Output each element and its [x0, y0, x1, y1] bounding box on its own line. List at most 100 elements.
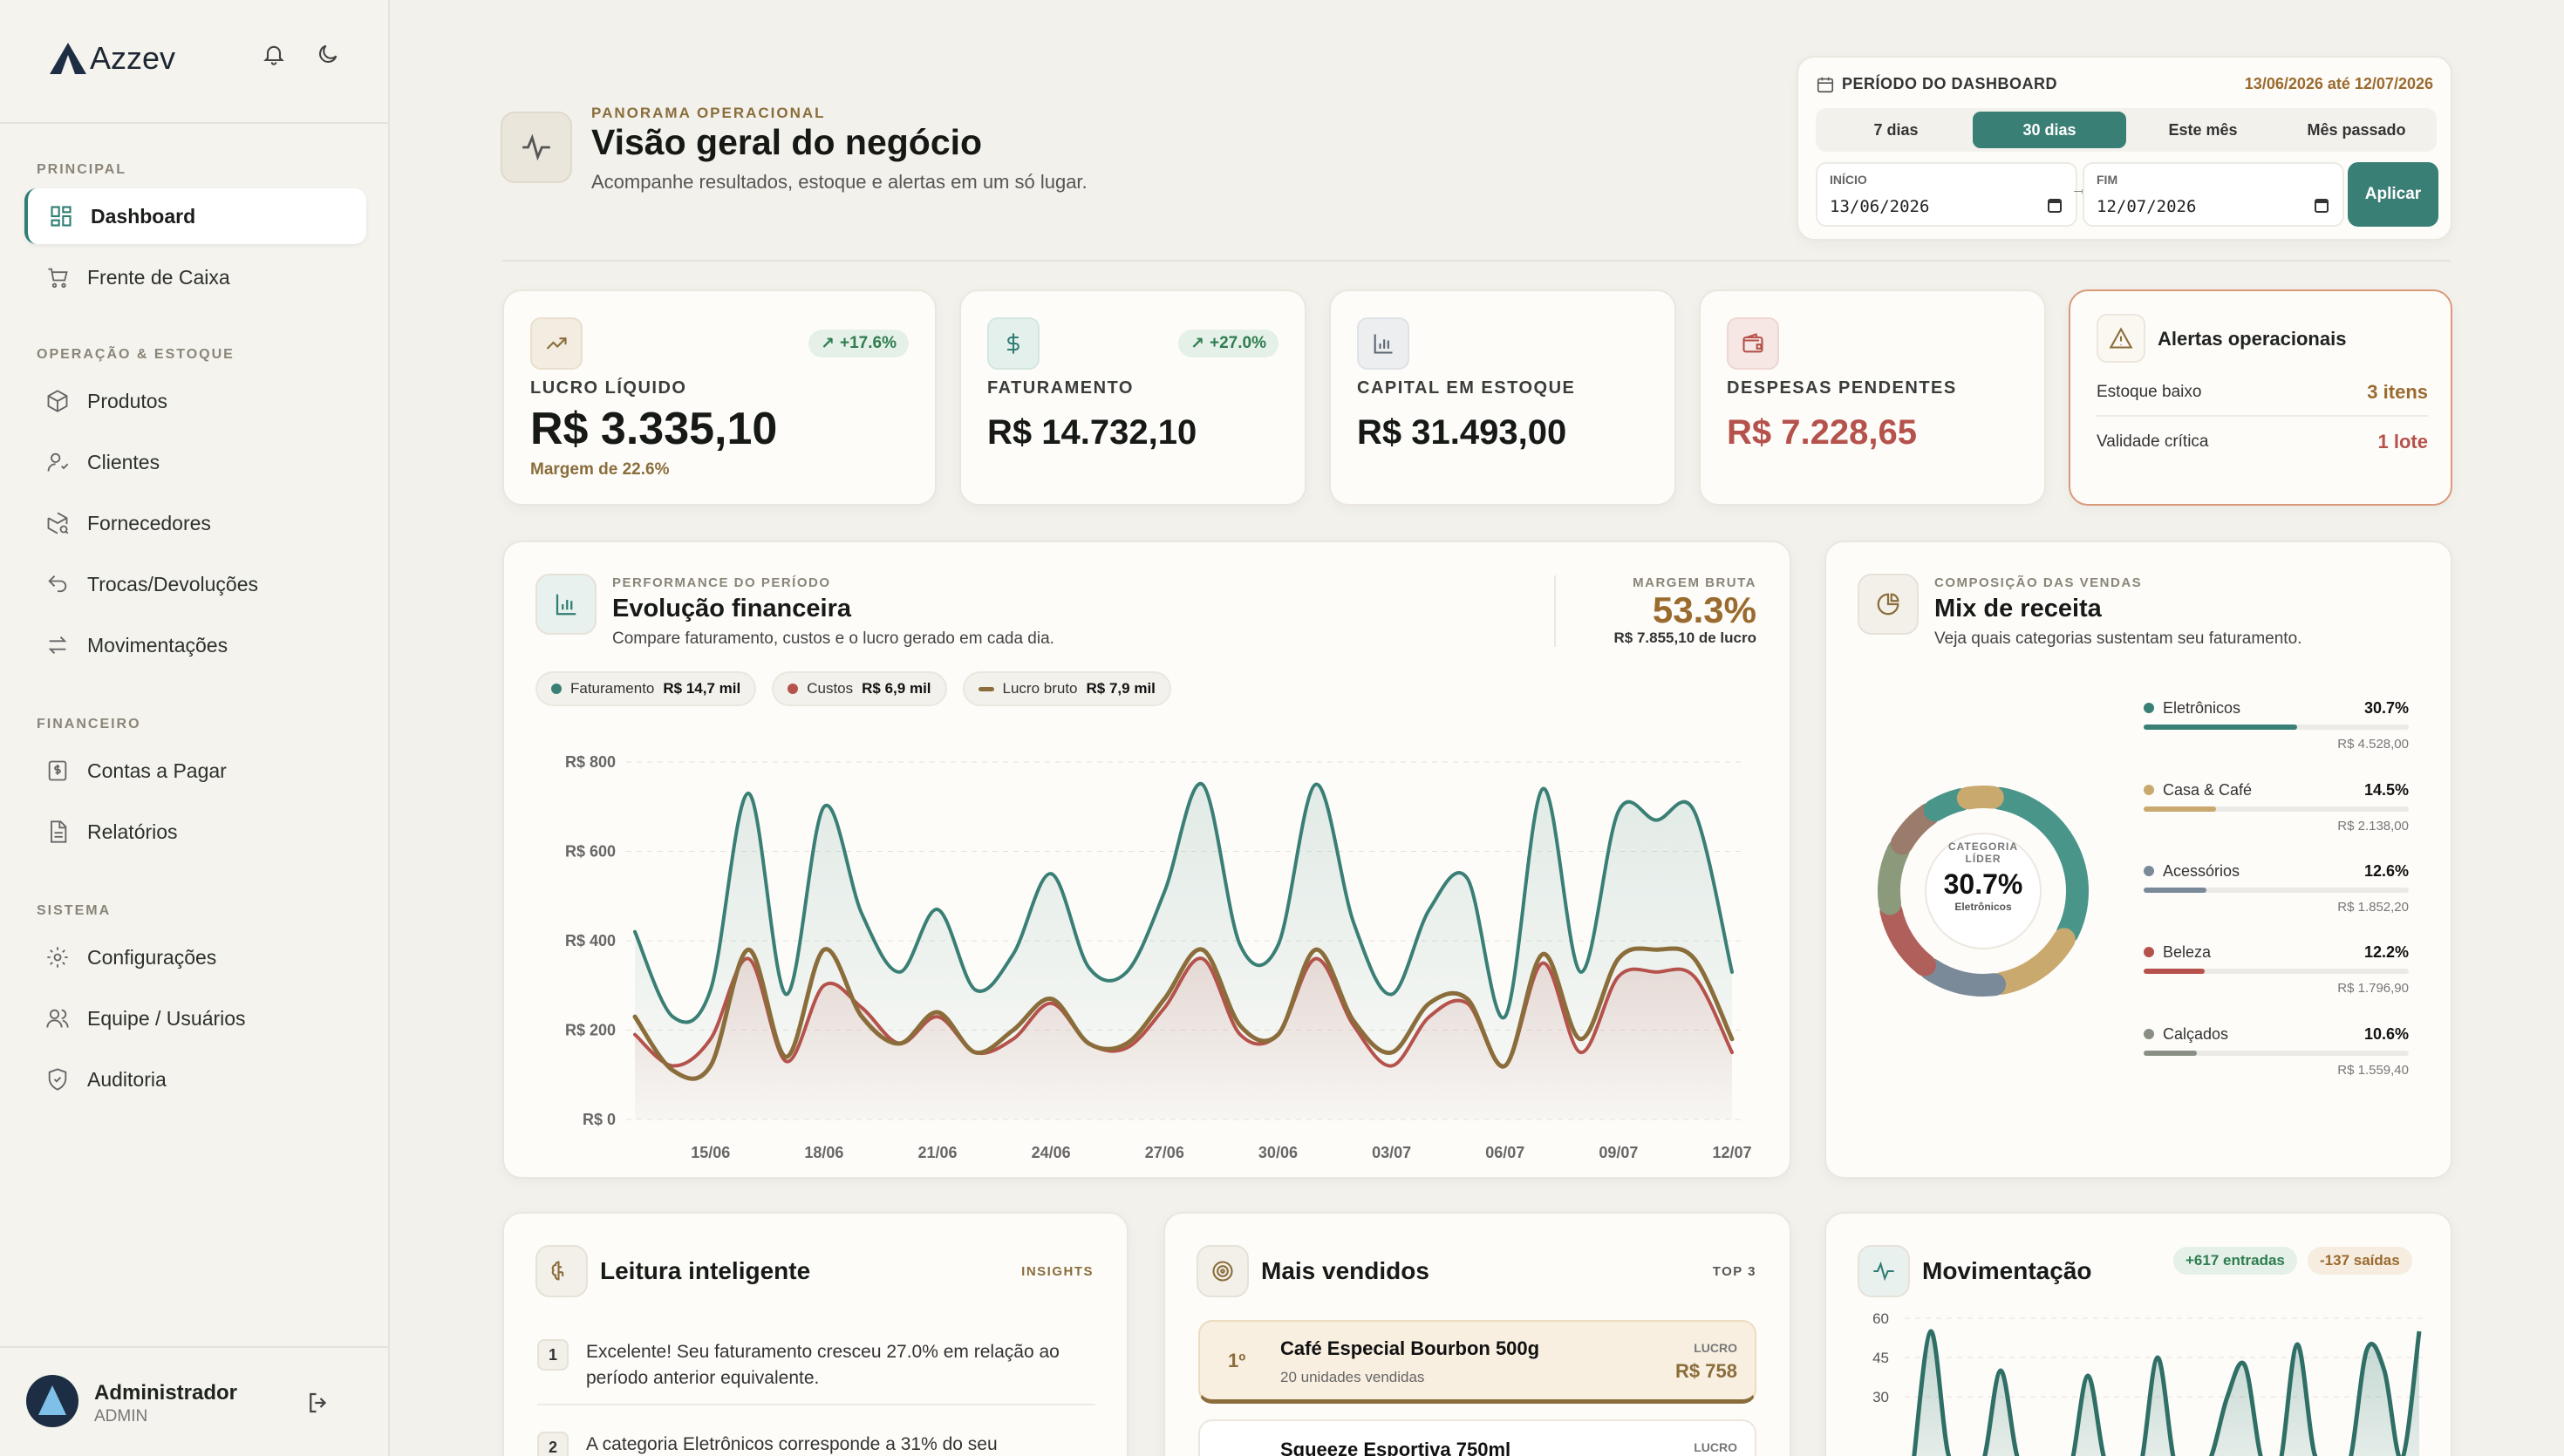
avatar[interactable]	[26, 1375, 78, 1427]
movement-in-badge: +617 entradas	[2173, 1247, 2297, 1275]
perf-subtitle: Compare faturamento, custos e o lucro ge…	[612, 629, 1054, 648]
users-icon	[46, 1009, 69, 1028]
sidebar-item-produtos[interactable]: Produtos	[24, 373, 366, 429]
donut-slice-5	[1890, 802, 1940, 855]
bar-chart-icon	[535, 574, 597, 635]
sidebar-item-auditoria[interactable]: Auditoria	[24, 1051, 366, 1107]
sidebar-item-relatorios[interactable]: Relatórios	[24, 804, 366, 860]
period-option-last-month[interactable]: Mês passado	[2307, 120, 2406, 139]
donut-slice-2	[1919, 957, 2007, 997]
kpi-capital-label: CAPITAL EM ESTOQUE	[1357, 378, 1576, 398]
mix-bar-fill	[2144, 806, 2217, 812]
kpi-lucro-card: ↗ +17.6% LUCRO LÍQUIDO R$ 3.335,10 Margem…	[502, 289, 937, 506]
sidebar-item-equipe[interactable]: Equipe / Usuários	[24, 990, 366, 1046]
best-sellers-tag: TOP 3	[1712, 1264, 1756, 1279]
sidebar-item-fornecedores[interactable]: Fornecedores	[24, 495, 366, 551]
sidebar-item-frente-de-caixa[interactable]: Frente de Caixa	[24, 249, 366, 305]
x-tick-label: 18/06	[804, 1144, 843, 1161]
donut-slice-1	[1990, 928, 2076, 995]
sidebar-item-label: Relatórios	[87, 820, 178, 843]
margin-note: R$ 7.855,10 de lucro	[1613, 629, 1756, 646]
mix-row-acessorios[interactable]: Acessórios 12.6% R$ 1.852,20	[2144, 862, 2409, 915]
sidebar-item-label: Configurações	[87, 945, 217, 969]
sidebar-item-label: Auditoria	[87, 1067, 167, 1091]
perf-eyebrow: PERFORMANCE DO PERÍODO	[612, 575, 831, 590]
x-tick-label: 09/07	[1599, 1144, 1638, 1161]
kpi-faturamento-label: FATURAMENTO	[987, 378, 1134, 398]
calendar-picker-icon[interactable]	[2315, 199, 2329, 213]
movement-title: Movimentação	[1922, 1257, 2092, 1284]
product-row[interactable]: Squeeze Esportiva 750ml LUCRO	[1198, 1419, 1756, 1456]
package-search-icon	[47, 512, 69, 534]
period-option-30d[interactable]: 30 dias	[1973, 112, 2126, 148]
mix-row-beleza[interactable]: Beleza 12.2% R$ 1.796,90	[2144, 943, 2409, 996]
kpi-faturamento-card: ↗ +27.0% FATURAMENTO R$ 14.732,10	[959, 289, 1306, 506]
target-icon	[1197, 1245, 1249, 1297]
activity-icon	[501, 112, 572, 183]
product-units: 20 unidades vendidas	[1280, 1369, 1425, 1385]
trend-up-icon: ↗	[821, 334, 835, 353]
azzev-logo-icon	[50, 43, 86, 74]
period-option-month[interactable]: Este mês	[2168, 120, 2238, 139]
sidebar-item-dashboard[interactable]: Dashboard	[24, 188, 366, 244]
sidebar-item-clientes[interactable]: Clientes	[24, 434, 366, 490]
legend-dot	[551, 684, 562, 694]
best-sellers-title: Mais vendidos	[1261, 1257, 1429, 1284]
donut-slice-4	[1878, 838, 1910, 915]
alert-row-estoque[interactable]: Estoque baixo 3 itens	[2097, 370, 2428, 417]
bell-icon[interactable]	[262, 42, 286, 66]
mix-bar	[2144, 806, 2409, 812]
alerts-title: Alertas operacionais	[2158, 328, 2347, 350]
legend-custos[interactable]: Custos R$ 6,9 mil	[772, 671, 947, 706]
y-tick-label: R$ 800	[565, 753, 616, 771]
sidebar-item-contas-a-pagar[interactable]: Contas a Pagar	[24, 743, 366, 799]
kpi-capital-value: R$ 31.493,00	[1357, 413, 1567, 452]
mix-eyebrow: COMPOSIÇÃO DAS VENDAS	[1934, 575, 2143, 590]
donut-slice-6	[1923, 788, 1973, 822]
chart-legend: Faturamento R$ 14,7 mil Custos R$ 6,9 mil …	[535, 671, 1171, 706]
performance-card: PERFORMANCE DO PERÍODO Evolução financei…	[502, 541, 1791, 1179]
kpi-lucro-value: R$ 3.335,10	[530, 404, 778, 454]
mix-bar	[2144, 725, 2409, 730]
product-rank: 1º	[1228, 1350, 1246, 1371]
start-date-label: INÍCIO	[1830, 173, 1867, 187]
mix-bar-fill	[2144, 888, 2207, 893]
period-option-7d[interactable]: 7 dias	[1873, 120, 1919, 139]
y-tick-label: 45	[1872, 1350, 1889, 1366]
mix-bar-fill	[2144, 969, 2206, 974]
section-title-operacao: OPERAÇÃO & ESTOQUE	[37, 347, 235, 362]
sidebar-item-configuracoes[interactable]: Configurações	[24, 929, 366, 985]
end-date-field[interactable]: FIM 12/07/2026	[2083, 162, 2344, 227]
activity-icon	[1858, 1245, 1910, 1297]
user-name: Administrador	[94, 1381, 238, 1405]
logout-icon[interactable]	[305, 1390, 331, 1416]
period-segmented: 7 dias 30 dias Este mês Mês passado	[1816, 108, 2437, 152]
movement-card: Movimentação +617 entradas -137 saídas 6…	[1824, 1212, 2452, 1456]
calendar-picker-icon[interactable]	[2048, 199, 2062, 213]
donut-slice-7	[1956, 786, 2004, 810]
header-eyebrow: PANORAMA OPERACIONAL	[591, 105, 826, 121]
legend-faturamento[interactable]: Faturamento R$ 14,7 mil	[535, 671, 757, 706]
moon-icon[interactable]	[316, 42, 340, 66]
series-area-custos	[635, 958, 1732, 1119]
start-date-field[interactable]: INÍCIO 13/06/2026	[1816, 162, 2077, 227]
series-line-lucro-bruto	[632, 946, 1735, 1081]
series-line-faturamento	[633, 782, 1734, 1024]
kpi-despesas-card: DESPESAS PENDENTES R$ 7.228,65	[1699, 289, 2046, 506]
legend-lucro[interactable]: Lucro bruto R$ 7,9 mil	[962, 671, 1171, 706]
mix-dot	[2144, 785, 2154, 795]
mix-bar	[2144, 888, 2409, 893]
apply-button[interactable]: Aplicar	[2348, 162, 2438, 227]
alert-row-validade[interactable]: Validade crítica 1 lote	[2097, 431, 2428, 452]
y-tick-label: R$ 600	[565, 843, 616, 861]
product-row[interactable]: 1º Café Especial Bourbon 500g 20 unidade…	[1198, 1320, 1756, 1404]
insight-item: 1 Excelente! Seu faturamento cresceu 27.0…	[537, 1339, 1095, 1405]
sidebar-item-trocas[interactable]: Trocas/Devoluções	[24, 556, 366, 612]
mix-row-calcados[interactable]: Calçados 10.6% R$ 1.559,40	[2144, 1025, 2409, 1078]
sidebar-item-movimentacoes[interactable]: Movimentações	[24, 617, 366, 673]
mix-row-casa-cafe[interactable]: Casa & Café 14.5% R$ 2.138,00	[2144, 781, 2409, 833]
mix-donut-chart	[1878, 786, 2089, 997]
brand-logo[interactable]: Azzev	[50, 40, 175, 77]
mix-row-eletronicos[interactable]: Eletrônicos 30.7% R$ 4.528,00	[2144, 699, 2409, 752]
